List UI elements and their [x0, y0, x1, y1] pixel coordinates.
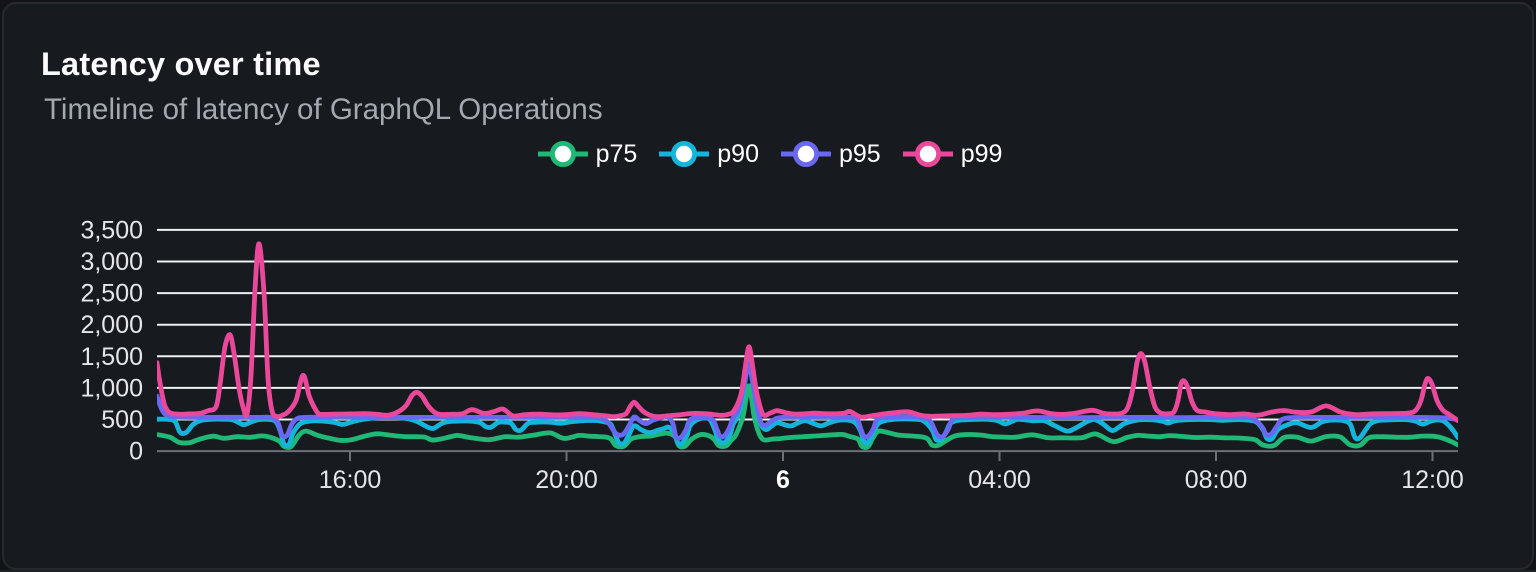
svg-text:6: 6 [776, 466, 790, 494]
svg-text:500: 500 [101, 406, 143, 434]
svg-text:3,000: 3,000 [80, 248, 143, 276]
svg-text:0: 0 [129, 438, 143, 466]
svg-text:12:00: 12:00 [1401, 466, 1464, 494]
svg-text:08:00: 08:00 [1185, 466, 1248, 494]
svg-text:20:00: 20:00 [535, 466, 598, 494]
svg-text:2,000: 2,000 [80, 311, 143, 339]
svg-text:2,500: 2,500 [80, 280, 143, 308]
svg-text:3,500: 3,500 [80, 216, 143, 244]
svg-text:16:00: 16:00 [319, 466, 382, 494]
svg-text:04:00: 04:00 [968, 466, 1031, 494]
svg-text:1,500: 1,500 [80, 343, 143, 371]
svg-text:1,000: 1,000 [80, 374, 143, 402]
